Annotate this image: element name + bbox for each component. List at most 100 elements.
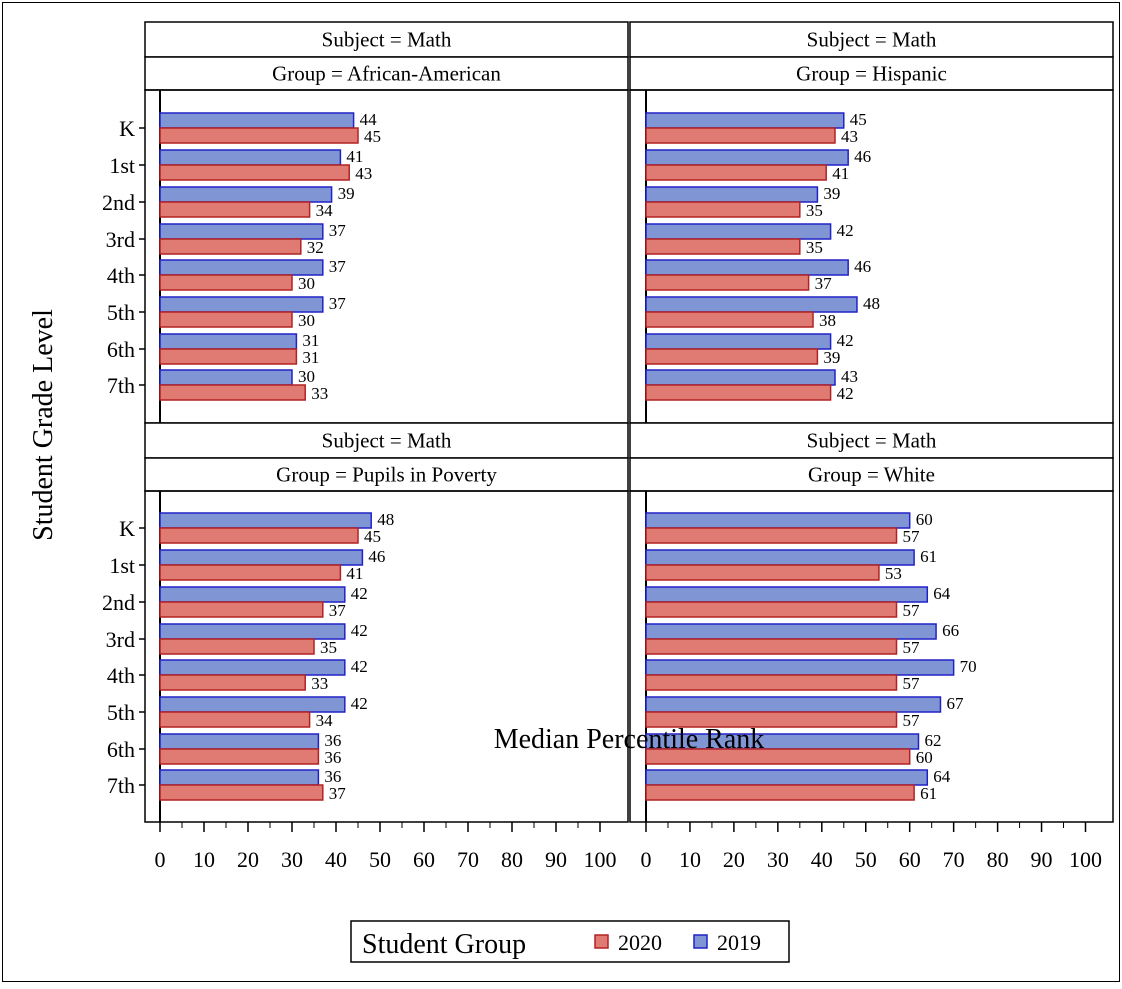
bar-2020 bbox=[645, 601, 898, 618]
data-label-2019: 43 bbox=[841, 367, 858, 386]
data-label-2019: 62 bbox=[924, 731, 941, 750]
legend-label-2019: 2019 bbox=[717, 930, 761, 955]
bar-2020 bbox=[159, 601, 324, 618]
bar-2019 bbox=[159, 659, 346, 676]
data-label-2020: 57 bbox=[903, 711, 921, 730]
panel-group-label: Group = White bbox=[808, 463, 935, 487]
bar-2020 bbox=[645, 274, 810, 291]
data-label-2019: 31 bbox=[302, 331, 319, 350]
bar-2019 bbox=[645, 333, 832, 350]
data-label-2019: 44 bbox=[360, 110, 378, 129]
data-label-2020: 60 bbox=[916, 748, 933, 767]
data-label-2020: 42 bbox=[837, 384, 854, 403]
data-label-2020: 33 bbox=[311, 384, 328, 403]
y-category-label: 3rd bbox=[106, 627, 135, 652]
data-label-2019: 67 bbox=[946, 694, 964, 713]
data-label-2019: 37 bbox=[329, 294, 347, 313]
y-category-label: 7th bbox=[107, 773, 135, 798]
data-label-2020: 37 bbox=[329, 784, 347, 803]
data-label-2020: 43 bbox=[841, 127, 858, 146]
x-tick-label: 20 bbox=[237, 847, 259, 872]
bar-2019 bbox=[159, 549, 364, 566]
bar-2019 bbox=[159, 186, 333, 203]
bar-2020 bbox=[159, 384, 306, 401]
bar-2020 bbox=[159, 674, 306, 691]
data-label-2020: 31 bbox=[302, 348, 319, 367]
y-category-label: 6th bbox=[107, 337, 135, 362]
panel-subject-label: Subject = Math bbox=[807, 429, 937, 453]
data-label-2019: 37 bbox=[329, 257, 347, 276]
data-label-2020: 41 bbox=[346, 564, 363, 583]
bar-2019 bbox=[159, 769, 320, 786]
x-tick-label: 60 bbox=[899, 847, 921, 872]
bar-2019 bbox=[159, 512, 372, 529]
x-tick-label: 80 bbox=[501, 847, 523, 872]
y-category-label: 5th bbox=[107, 700, 135, 725]
bar-2019 bbox=[159, 259, 324, 276]
y-category-label: 3rd bbox=[106, 227, 135, 252]
bar-2019 bbox=[159, 223, 324, 240]
data-label-2020: 57 bbox=[903, 674, 921, 693]
legend-label-2020: 2020 bbox=[618, 930, 662, 955]
legend-box bbox=[350, 920, 790, 963]
bar-2020 bbox=[645, 748, 911, 765]
data-label-2019: 37 bbox=[329, 221, 347, 240]
y-axis-title: Student Grade Level bbox=[28, 309, 59, 541]
bar-2020 bbox=[159, 527, 359, 544]
data-label-2020: 57 bbox=[903, 601, 921, 620]
y-category-label: 7th bbox=[107, 373, 135, 398]
panel-subject-label: Subject = Math bbox=[322, 28, 452, 52]
data-label-2020: 32 bbox=[307, 238, 324, 257]
data-label-2020: 53 bbox=[885, 564, 902, 583]
panel-header-subject bbox=[629, 422, 1114, 459]
data-label-2019: 39 bbox=[823, 184, 840, 203]
data-label-2019: 42 bbox=[837, 331, 854, 350]
data-label-2019: 46 bbox=[368, 547, 385, 566]
x-tick-label: 80 bbox=[987, 847, 1009, 872]
x-tick-label: 50 bbox=[369, 847, 391, 872]
bar-2019 bbox=[159, 623, 346, 640]
y-category-label: 6th bbox=[107, 737, 135, 762]
data-label-2019: 42 bbox=[351, 584, 368, 603]
x-tick-label: 30 bbox=[281, 847, 303, 872]
bar-2020 bbox=[159, 348, 298, 365]
bar-2019 bbox=[159, 333, 298, 350]
x-tick-label: 100 bbox=[1069, 847, 1102, 872]
bar-2019 bbox=[645, 659, 955, 676]
y-category-label: K bbox=[119, 116, 135, 141]
bar-2019 bbox=[159, 149, 342, 166]
data-label-2020: 34 bbox=[316, 711, 334, 730]
data-label-2019: 70 bbox=[960, 657, 977, 676]
data-label-2019: 42 bbox=[351, 694, 368, 713]
bar-2020 bbox=[645, 311, 814, 328]
x-tick-label: 20 bbox=[723, 847, 745, 872]
bar-2019 bbox=[159, 296, 324, 313]
y-category-label: 4th bbox=[107, 263, 135, 288]
bar-2019 bbox=[645, 112, 845, 129]
data-label-2020: 57 bbox=[903, 638, 921, 657]
bar-2020 bbox=[159, 784, 324, 801]
panel-group-label: Group = African-American bbox=[272, 62, 501, 86]
y-category-label: 4th bbox=[107, 663, 135, 688]
x-tick-label: 100 bbox=[584, 847, 617, 872]
bar-2020 bbox=[159, 127, 359, 144]
bar-2020 bbox=[645, 711, 898, 728]
x-tick-label: 40 bbox=[811, 847, 833, 872]
data-label-2019: 36 bbox=[324, 767, 341, 786]
bar-2019 bbox=[159, 369, 293, 386]
x-tick-label: 0 bbox=[155, 847, 166, 872]
bar-2020 bbox=[645, 564, 880, 581]
x-tick-label: 70 bbox=[943, 847, 965, 872]
bar-2019 bbox=[645, 296, 858, 313]
x-tick-label: 60 bbox=[413, 847, 435, 872]
x-tick-label: 50 bbox=[855, 847, 877, 872]
data-label-2020: 30 bbox=[298, 274, 315, 293]
data-label-2019: 46 bbox=[854, 257, 871, 276]
bar-2020 bbox=[159, 564, 342, 581]
data-label-2020: 61 bbox=[920, 784, 937, 803]
panel-header-subject bbox=[629, 21, 1114, 58]
bar-2019 bbox=[645, 549, 915, 566]
bar-2019 bbox=[159, 112, 355, 129]
data-label-2020: 36 bbox=[324, 748, 341, 767]
